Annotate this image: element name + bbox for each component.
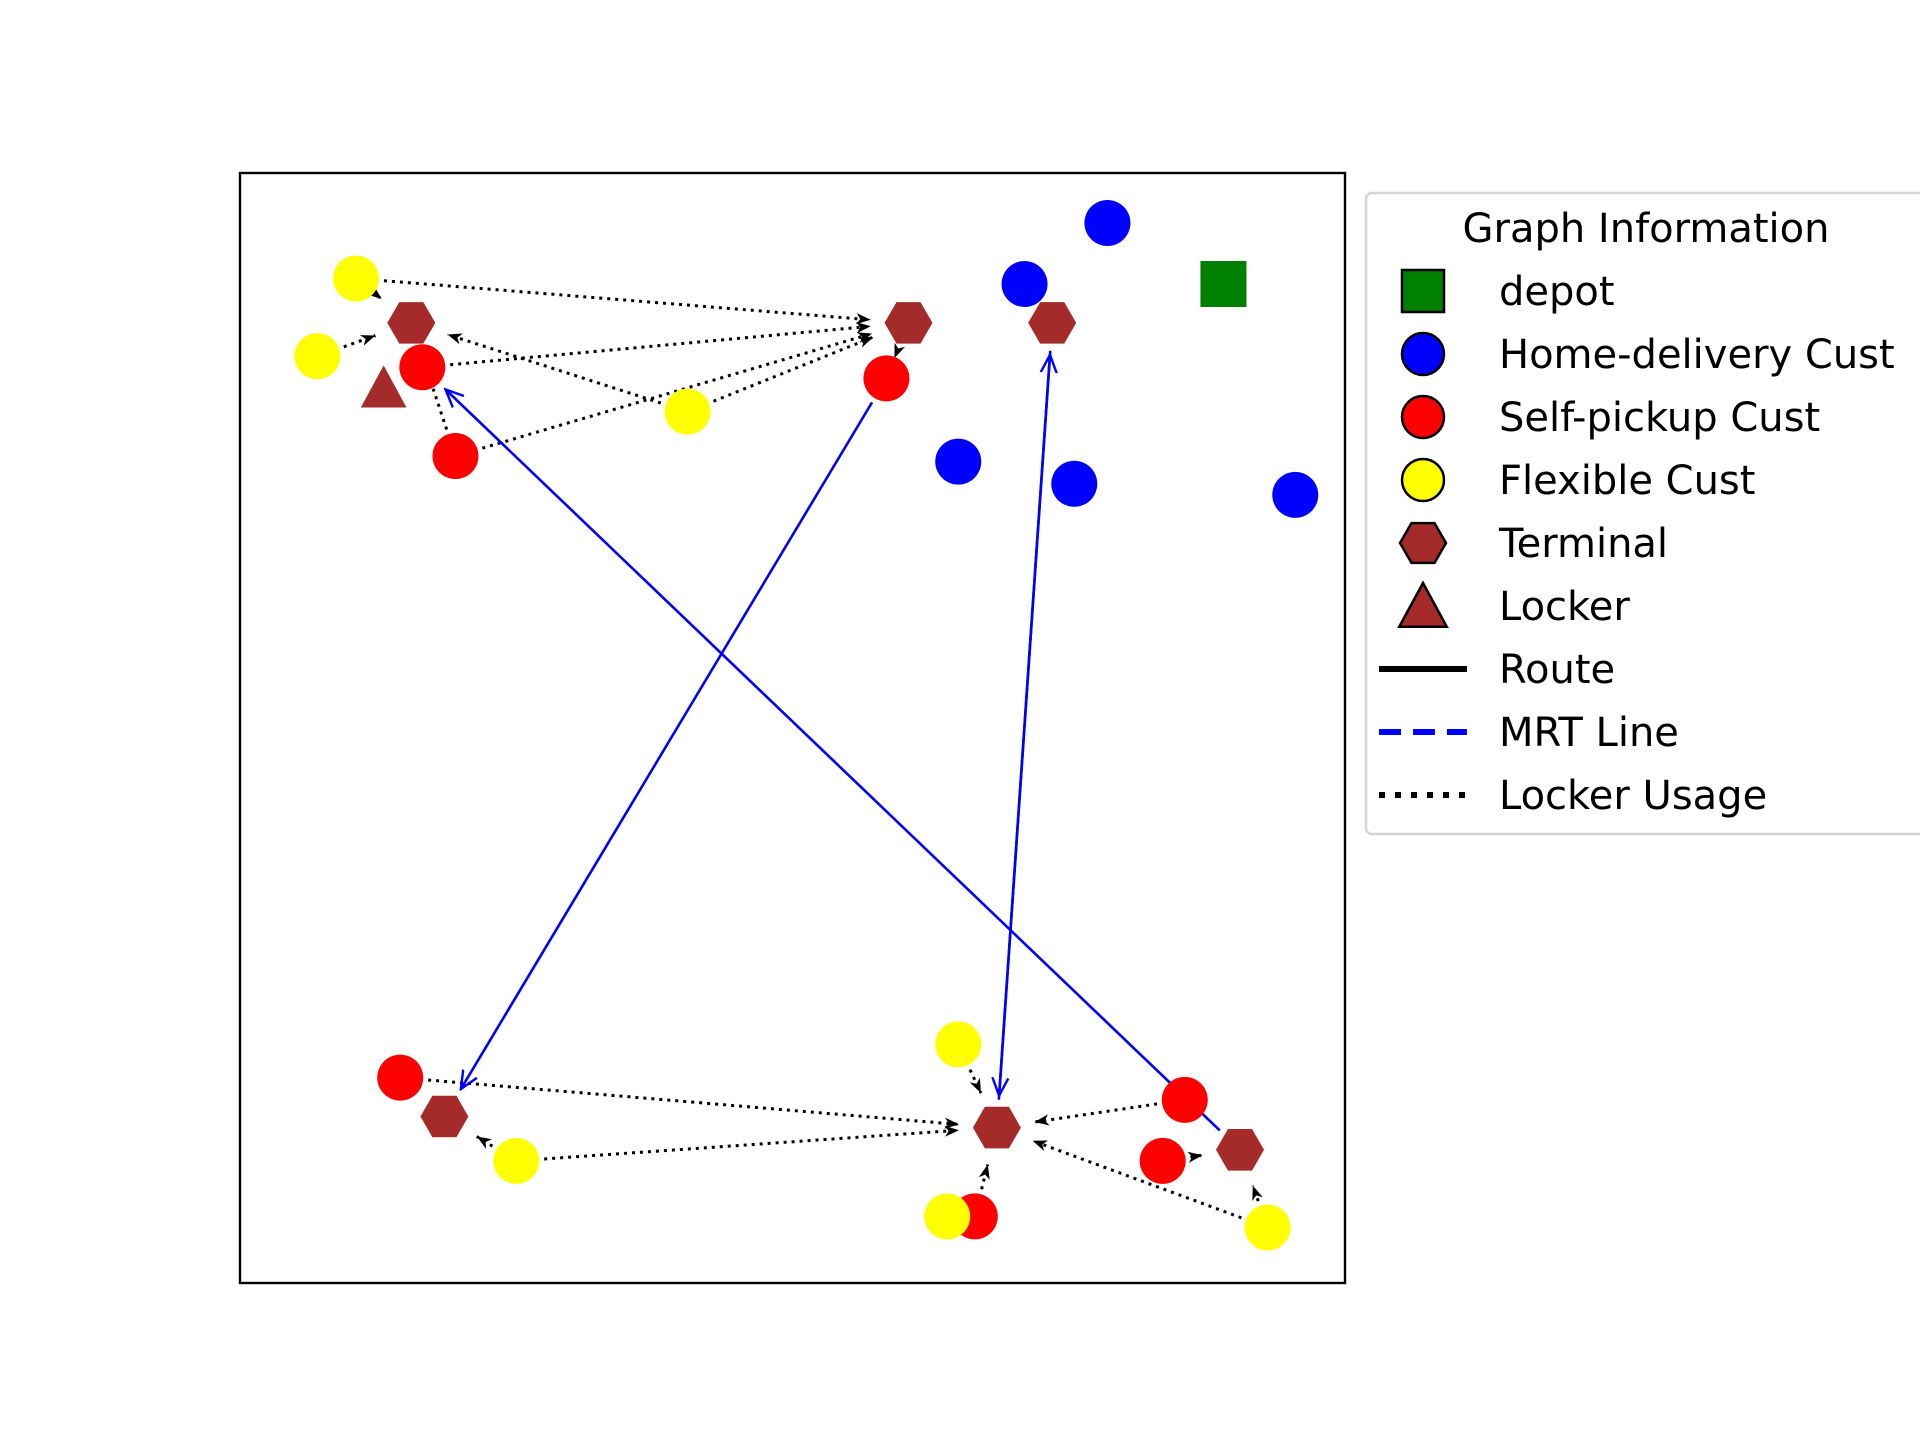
flexible-node-f2 [294, 333, 341, 380]
legend-item-usage: Locker Usage [1379, 773, 1767, 819]
self-node-s1 [399, 344, 446, 391]
legend-item-route: Route [1379, 647, 1615, 693]
locker-usage-arrow-9 [893, 342, 905, 359]
locker-usage-arrow-16 [1032, 1139, 1242, 1220]
locker-usage-arrow-12 [475, 1135, 494, 1149]
legend-item-terminal: Terminal [1398, 521, 1668, 567]
legend-label-route: Route [1499, 647, 1615, 693]
legend-marker-home [1400, 331, 1446, 377]
self-node-s7 [1139, 1137, 1186, 1184]
legend-items: depot Home-delivery Cust Self-pickup Cust F… [1379, 268, 1895, 819]
terminal-node-t2 [884, 302, 933, 344]
terminal-node-t1 [387, 302, 436, 344]
self-node-s4 [377, 1054, 424, 1101]
legend-marker-self [1400, 394, 1446, 440]
home-node-h3 [935, 438, 982, 485]
locker-usage-arrow-15 [1187, 1151, 1203, 1163]
locker-usage-arrow-1 [383, 279, 871, 325]
locker-usage-arrow-17 [1251, 1185, 1263, 1202]
self-node-s3 [863, 355, 910, 402]
legend-frame [1364, 191, 1920, 836]
legend-label-terminal: Terminal [1498, 521, 1668, 567]
depot-node-d1 [1200, 261, 1247, 307]
locker-usage-layer [343, 279, 1263, 1220]
terminal-node-t6 [1216, 1129, 1264, 1171]
terminal-node-t4 [420, 1095, 469, 1138]
terminal-node-t5 [972, 1106, 1021, 1149]
legend-label-mrt: MRT Line [1499, 710, 1679, 756]
legend-item-mrt: MRT Line [1379, 710, 1679, 756]
mrt-line-2 [445, 389, 1221, 1132]
legend-label-depot: depot [1499, 269, 1615, 315]
home-node-h1 [1084, 199, 1131, 246]
legend-label-flexible: Flexible Cust [1499, 458, 1755, 504]
home-node-h2 [1001, 261, 1048, 307]
legend-label-usage: Locker Usage [1499, 773, 1767, 819]
legend-item-home: Home-delivery Cust [1400, 331, 1895, 378]
legend-item-flexible: Flexible Cust [1400, 457, 1755, 504]
legend-label-self: Self-pickup Cust [1499, 395, 1820, 441]
node-layer [294, 199, 1319, 1251]
mrt-line-4 [999, 350, 1052, 1096]
home-node-h5 [1272, 471, 1319, 518]
legend: Graph Information depot Home-delivery Cus… [1364, 191, 1920, 836]
self-node-s6 [1161, 1076, 1208, 1123]
flexible-node-f1 [333, 255, 380, 302]
legend-label-locker: Locker [1499, 584, 1630, 630]
flexible-node-f3 [664, 388, 711, 435]
plot-frame [238, 171, 1347, 1285]
legend-item-depot: depot [1400, 268, 1615, 315]
self-node-s2 [432, 433, 479, 480]
legend-marker-depot [1400, 268, 1446, 314]
terminal-node-t3 [1028, 302, 1077, 344]
mrt-line-layer [445, 350, 1221, 1132]
locker-usage-arrow-4 [446, 333, 662, 405]
home-node-h4 [1051, 460, 1098, 507]
flexible-node-f5 [935, 1021, 982, 1068]
locker-usage-arrow-3 [343, 334, 376, 349]
locker-usage-arrow-10 [428, 1078, 960, 1129]
locker-usage-arrow-11 [544, 1125, 960, 1161]
legend-marker-locker [1397, 580, 1449, 628]
legend-title: Graph Information [1463, 206, 1830, 252]
locker-usage-arrow-7 [481, 332, 873, 450]
legend-item-locker: Locker [1397, 580, 1630, 630]
flexible-node-f6 [924, 1193, 971, 1240]
legend-marker-terminal [1398, 521, 1448, 565]
legend-marker-flexible [1400, 457, 1446, 503]
legend-label-home: Home-delivery Cust [1499, 332, 1895, 378]
flexible-node-f4 [493, 1137, 540, 1184]
legend-item-self: Self-pickup Cust [1400, 394, 1820, 441]
flexible-node-f7 [1244, 1204, 1291, 1251]
mrt-line-1 [461, 401, 874, 1089]
locker-usage-arrow-2 [366, 285, 383, 301]
locker-node-l1 [360, 365, 407, 408]
plot-layer [294, 199, 1319, 1251]
